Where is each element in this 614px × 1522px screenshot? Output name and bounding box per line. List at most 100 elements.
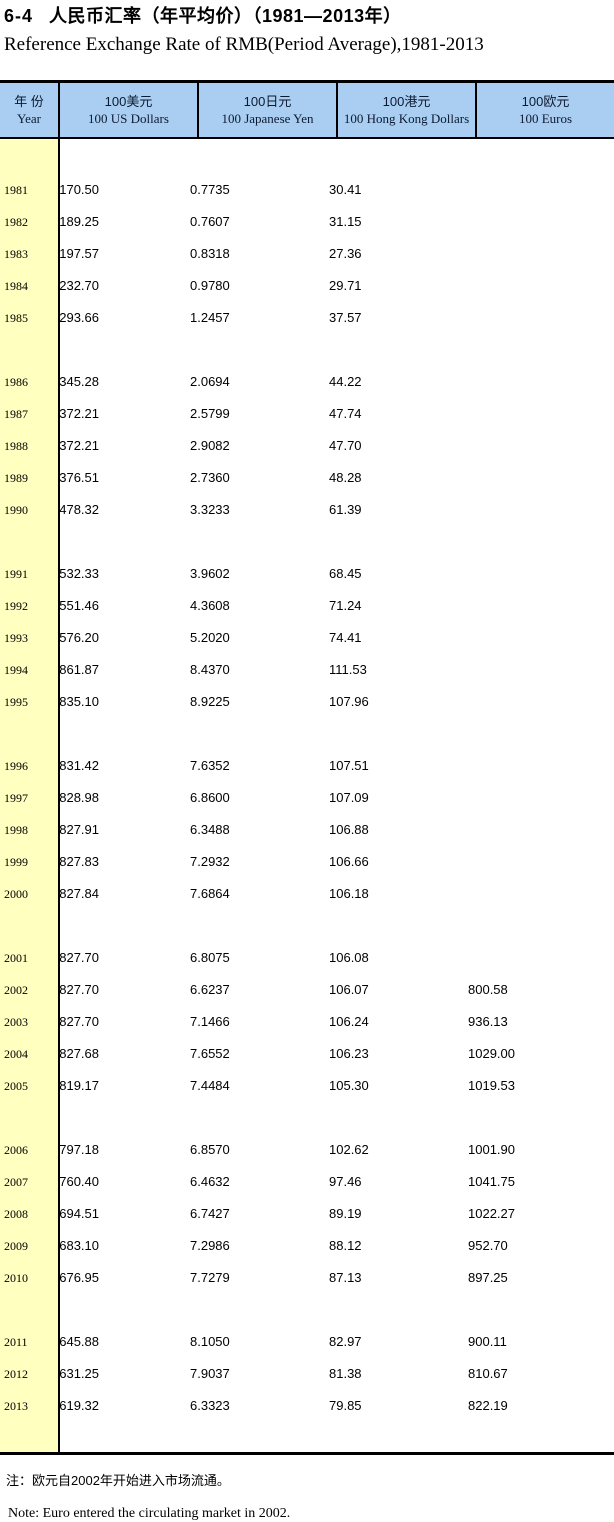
jpy-value-cell: 0.9780 [190,278,230,293]
jpy-value-cell: 6.8075 [190,950,230,965]
col-header-hkd: 100港元 100 Hong Kong Dollars [338,83,477,137]
eur-value-cell [468,558,614,590]
hkd-value-cell: 106.18 [329,886,369,901]
hkd-value-cell: 89.19 [329,1206,362,1221]
usd-value-cell: 683.10 [59,1238,99,1253]
year-cell: 2001 [4,951,28,965]
year-cell: 1993 [4,631,28,645]
table-row: 2008 694.51 6.7427 89.19 1022.27 [0,1198,614,1230]
jpy-value-cell: 2.5799 [190,406,230,421]
jpy-value-cell: 7.7279 [190,1270,230,1285]
year-cell: 1992 [4,599,28,613]
footnote-zh: 注：欧元自2002年开始进入市场流通。 [6,1473,230,1488]
year-cell: 1997 [4,791,28,805]
hkd-value-cell: 106.24 [329,1014,369,1029]
jpy-value-cell: 6.6237 [190,982,230,997]
year-cell: 1990 [4,503,28,517]
jpy-value-cell: 6.3323 [190,1398,230,1413]
table-number: 6-4 [4,6,34,26]
table-row: 2010 676.95 7.7279 87.13 897.25 [0,1262,614,1294]
table-row: 2012 631.25 7.9037 81.38 810.67 [0,1358,614,1390]
jpy-value-cell: 5.2020 [190,630,230,645]
spacer-row [0,1294,614,1326]
usd-value-cell: 232.70 [59,278,99,293]
usd-value-cell: 828.98 [59,790,99,805]
usd-value-cell: 576.20 [59,630,99,645]
jpy-value-cell: 8.4370 [190,662,230,677]
usd-value-cell: 376.51 [59,470,99,485]
usd-value-cell: 551.46 [59,598,99,613]
year-cell: 2011 [4,1335,28,1349]
usd-value-cell: 827.70 [59,982,99,997]
eur-value-cell [468,366,614,398]
hkd-value-cell: 107.09 [329,790,369,805]
jpy-value-cell: 6.8570 [190,1142,230,1157]
eur-value-cell [468,494,614,526]
table-row: 2009 683.10 7.2986 88.12 952.70 [0,1230,614,1262]
col-header-year-zh: 年 份 [14,94,44,109]
table-row: 1997 828.98 6.8600 107.09 [0,782,614,814]
jpy-value-cell: 4.3608 [190,598,230,613]
usd-value-cell: 170.50 [59,182,99,197]
year-cell: 1998 [4,823,28,837]
hkd-value-cell: 105.30 [329,1078,369,1093]
table-header-row: 年 份 Year 100美元 100 US Dollars 100日元 100 … [0,83,614,139]
table-row: 2005 819.17 7.4484 105.30 1019.53 [0,1070,614,1102]
col-header-eur: 100欧元 100 Euros [477,83,614,137]
table-row: 1982 189.25 0.7607 31.15 [0,206,614,238]
hkd-value-cell: 106.23 [329,1046,369,1061]
eur-value-cell [468,846,614,878]
eur-value-cell [468,462,614,494]
eur-value-cell [468,398,614,430]
usd-value-cell: 827.68 [59,1046,99,1061]
table-row: 1983 197.57 0.8318 27.36 [0,238,614,270]
usd-value-cell: 819.17 [59,1078,99,1093]
jpy-value-cell: 0.7607 [190,214,230,229]
year-cell: 1986 [4,375,28,389]
jpy-value-cell: 7.4484 [190,1078,230,1093]
usd-value-cell: 532.33 [59,566,99,581]
hkd-value-cell: 71.24 [329,598,362,613]
table-row: 2007 760.40 6.4632 97.46 1041.75 [0,1166,614,1198]
eur-value-cell [468,942,614,974]
eur-value-cell [468,430,614,462]
hkd-value-cell: 102.62 [329,1142,369,1157]
usd-value-cell: 676.95 [59,1270,99,1285]
eur-value-cell: 952.70 [468,1238,508,1253]
usd-value-cell: 827.70 [59,950,99,965]
col-header-eur-zh: 100欧元 [521,94,570,109]
table-row: 2006 797.18 6.8570 102.62 1001.90 [0,1134,614,1166]
jpy-value-cell: 7.6552 [190,1046,230,1061]
usd-value-cell: 478.32 [59,502,99,517]
hkd-value-cell: 106.08 [329,950,369,965]
hkd-value-cell: 27.36 [329,246,362,261]
year-cell: 1988 [4,439,28,453]
eur-value-cell [468,174,614,206]
eur-value-cell: 1041.75 [468,1174,515,1189]
table-row: 2004 827.68 7.6552 106.23 1029.00 [0,1038,614,1070]
usd-value-cell: 827.83 [59,854,99,869]
year-cell: 2005 [4,1079,28,1093]
col-header-jpy: 100日元 100 Japanese Yen [199,83,338,137]
eur-value-cell [468,302,614,334]
usd-value-cell: 189.25 [59,214,99,229]
year-cell: 1987 [4,407,28,421]
eur-value-cell: 1001.90 [468,1142,515,1157]
spacer-row [0,334,614,366]
spacer-row [0,910,614,942]
table-row: 1992 551.46 4.3608 71.24 [0,590,614,622]
table-row: 1981 170.50 0.7735 30.41 [0,174,614,206]
usd-value-cell: 835.10 [59,694,99,709]
year-cell: 2006 [4,1143,28,1157]
table-row: 2001 827.70 6.8075 106.08 [0,942,614,974]
usd-value-cell: 861.87 [59,662,99,677]
hkd-value-cell: 106.88 [329,822,369,837]
jpy-value-cell: 7.2932 [190,854,230,869]
jpy-value-cell: 6.3488 [190,822,230,837]
usd-value-cell: 619.32 [59,1398,99,1413]
hkd-value-cell: 111.53 [329,662,367,677]
jpy-value-cell: 7.6352 [190,758,230,773]
hkd-value-cell: 81.38 [329,1366,362,1381]
eur-value-cell: 822.19 [468,1398,508,1413]
jpy-value-cell: 2.7360 [190,470,230,485]
